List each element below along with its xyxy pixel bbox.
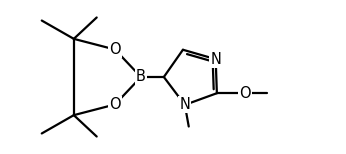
Text: N: N [210, 52, 221, 67]
Text: O: O [109, 42, 121, 57]
Text: N: N [180, 97, 190, 112]
Text: B: B [136, 69, 146, 85]
Text: O: O [109, 97, 121, 112]
Text: O: O [239, 86, 251, 101]
